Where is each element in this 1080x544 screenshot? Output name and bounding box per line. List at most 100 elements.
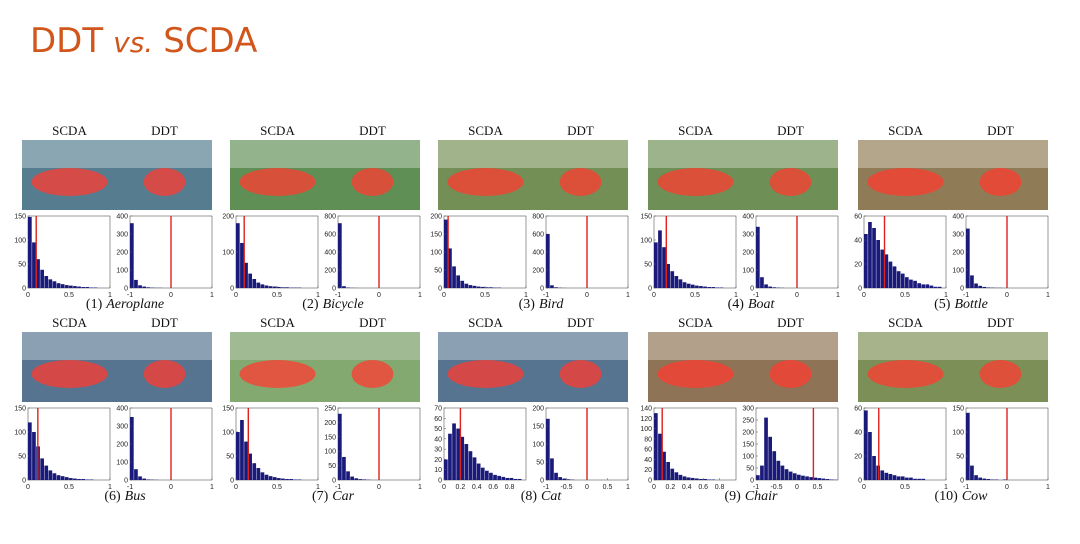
histogram-bar: [809, 477, 813, 480]
y-tick-label: 0: [22, 286, 26, 293]
method-label: DDT: [777, 315, 804, 330]
histogram-bar: [256, 282, 261, 288]
histogram-bar: [797, 474, 801, 480]
x-tick-label: 0: [652, 484, 656, 491]
highlight: [867, 168, 944, 196]
caption-number: (6): [104, 489, 121, 504]
method-label: SCDA: [888, 123, 923, 138]
method-label: DDT: [359, 315, 386, 330]
histogram-bar: [905, 477, 909, 480]
histogram-bar: [658, 433, 662, 480]
y-tick-label: 0: [22, 478, 26, 485]
highlight: [559, 168, 602, 196]
y-tick-label: 50: [18, 454, 26, 461]
y-tick-label: 150: [430, 232, 442, 239]
caption-number: (3): [519, 297, 536, 312]
histogram-bar: [966, 228, 970, 288]
histogram-bar: [554, 287, 558, 288]
histogram-bar: [448, 248, 452, 288]
histogram-bar: [64, 477, 69, 480]
x-tick-label: 0.5: [900, 484, 910, 491]
photo-sky: [22, 140, 117, 168]
histogram-bar: [760, 277, 764, 288]
histogram-bar: [130, 223, 134, 288]
y-tick-label: 200: [116, 442, 128, 449]
photo-sky: [230, 140, 325, 168]
y-tick-label: 60: [644, 447, 652, 454]
x-tick-label: 1: [108, 292, 112, 299]
histogram-bar: [244, 441, 248, 480]
x-tick-label: 0: [234, 292, 238, 299]
y-tick-label: 0: [648, 286, 652, 293]
x-tick-label: 0.5: [900, 292, 910, 299]
histogram-bar: [138, 476, 142, 480]
x-tick-label: -1: [127, 484, 133, 491]
x-tick-label: 0: [377, 292, 381, 299]
histogram-bar: [81, 479, 85, 480]
x-tick-label: 1: [944, 484, 948, 491]
y-tick-label: 100: [116, 268, 128, 275]
caption-class: Bottle: [954, 297, 987, 312]
histogram-bar: [554, 472, 558, 480]
histogram-bar: [281, 478, 285, 480]
y-tick-label: 400: [116, 214, 128, 221]
caption-class: Boat: [748, 297, 776, 312]
histogram-bar: [880, 249, 885, 288]
histogram-bar: [236, 223, 240, 288]
histogram-bar: [452, 423, 456, 480]
histogram-bar: [56, 283, 61, 288]
histogram-bar: [85, 287, 90, 288]
histogram-bar: [40, 269, 44, 288]
y-tick-label: 100: [14, 238, 26, 245]
histogram-bar: [896, 476, 901, 480]
title-part: DDT: [30, 21, 103, 61]
y-tick-label: 50: [328, 463, 336, 470]
histogram-bar: [444, 219, 448, 288]
y-tick-label: 60: [854, 214, 862, 221]
caption-class: Car: [332, 489, 354, 504]
histogram-bar: [780, 465, 785, 480]
method-label: DDT: [151, 315, 178, 330]
x-tick-label: 0: [795, 484, 799, 491]
histogram-bar: [768, 286, 772, 288]
y-tick-label: 40: [854, 238, 862, 245]
x-tick-label: 0.5: [272, 484, 282, 491]
histogram-bar: [485, 287, 489, 288]
x-tick-label: 1: [316, 292, 320, 299]
highlight: [867, 360, 944, 388]
histogram-bar: [913, 280, 917, 288]
histogram-bar: [788, 471, 793, 480]
slide-title: DDT vs. SCDA: [30, 21, 257, 61]
highlight: [657, 360, 734, 388]
histogram-bar: [248, 273, 252, 288]
y-tick-label: 200: [222, 214, 234, 221]
x-tick-label: 1: [210, 484, 214, 491]
x-tick-label: 0: [26, 292, 30, 299]
y-tick-label: 200: [324, 268, 336, 275]
y-tick-label: 100: [640, 426, 652, 433]
histogram-bar: [703, 286, 707, 288]
y-tick-label: 100: [14, 430, 26, 437]
photo-sky: [858, 140, 953, 168]
histogram-bar: [925, 284, 930, 288]
y-tick-label: 0: [858, 286, 862, 293]
y-tick-label: 0: [648, 478, 652, 485]
x-tick-label: 0: [862, 484, 866, 491]
histogram-bar: [678, 279, 683, 288]
histogram-bar: [146, 479, 151, 480]
photo-sky: [325, 140, 420, 168]
histogram-bar: [772, 451, 777, 480]
y-tick-label: 0: [438, 286, 442, 293]
histogram-bar: [264, 474, 269, 480]
y-tick-label: 0: [540, 286, 544, 293]
caption: (9) Chair: [724, 489, 778, 504]
histogram-bar: [142, 286, 146, 288]
x-tick-label: 1: [418, 292, 422, 299]
x-tick-label: 0: [795, 292, 799, 299]
histogram-bar: [468, 451, 473, 480]
y-tick-label: 600: [532, 232, 544, 239]
histogram-bar: [654, 242, 658, 288]
x-tick-label: 0.5: [64, 292, 74, 299]
